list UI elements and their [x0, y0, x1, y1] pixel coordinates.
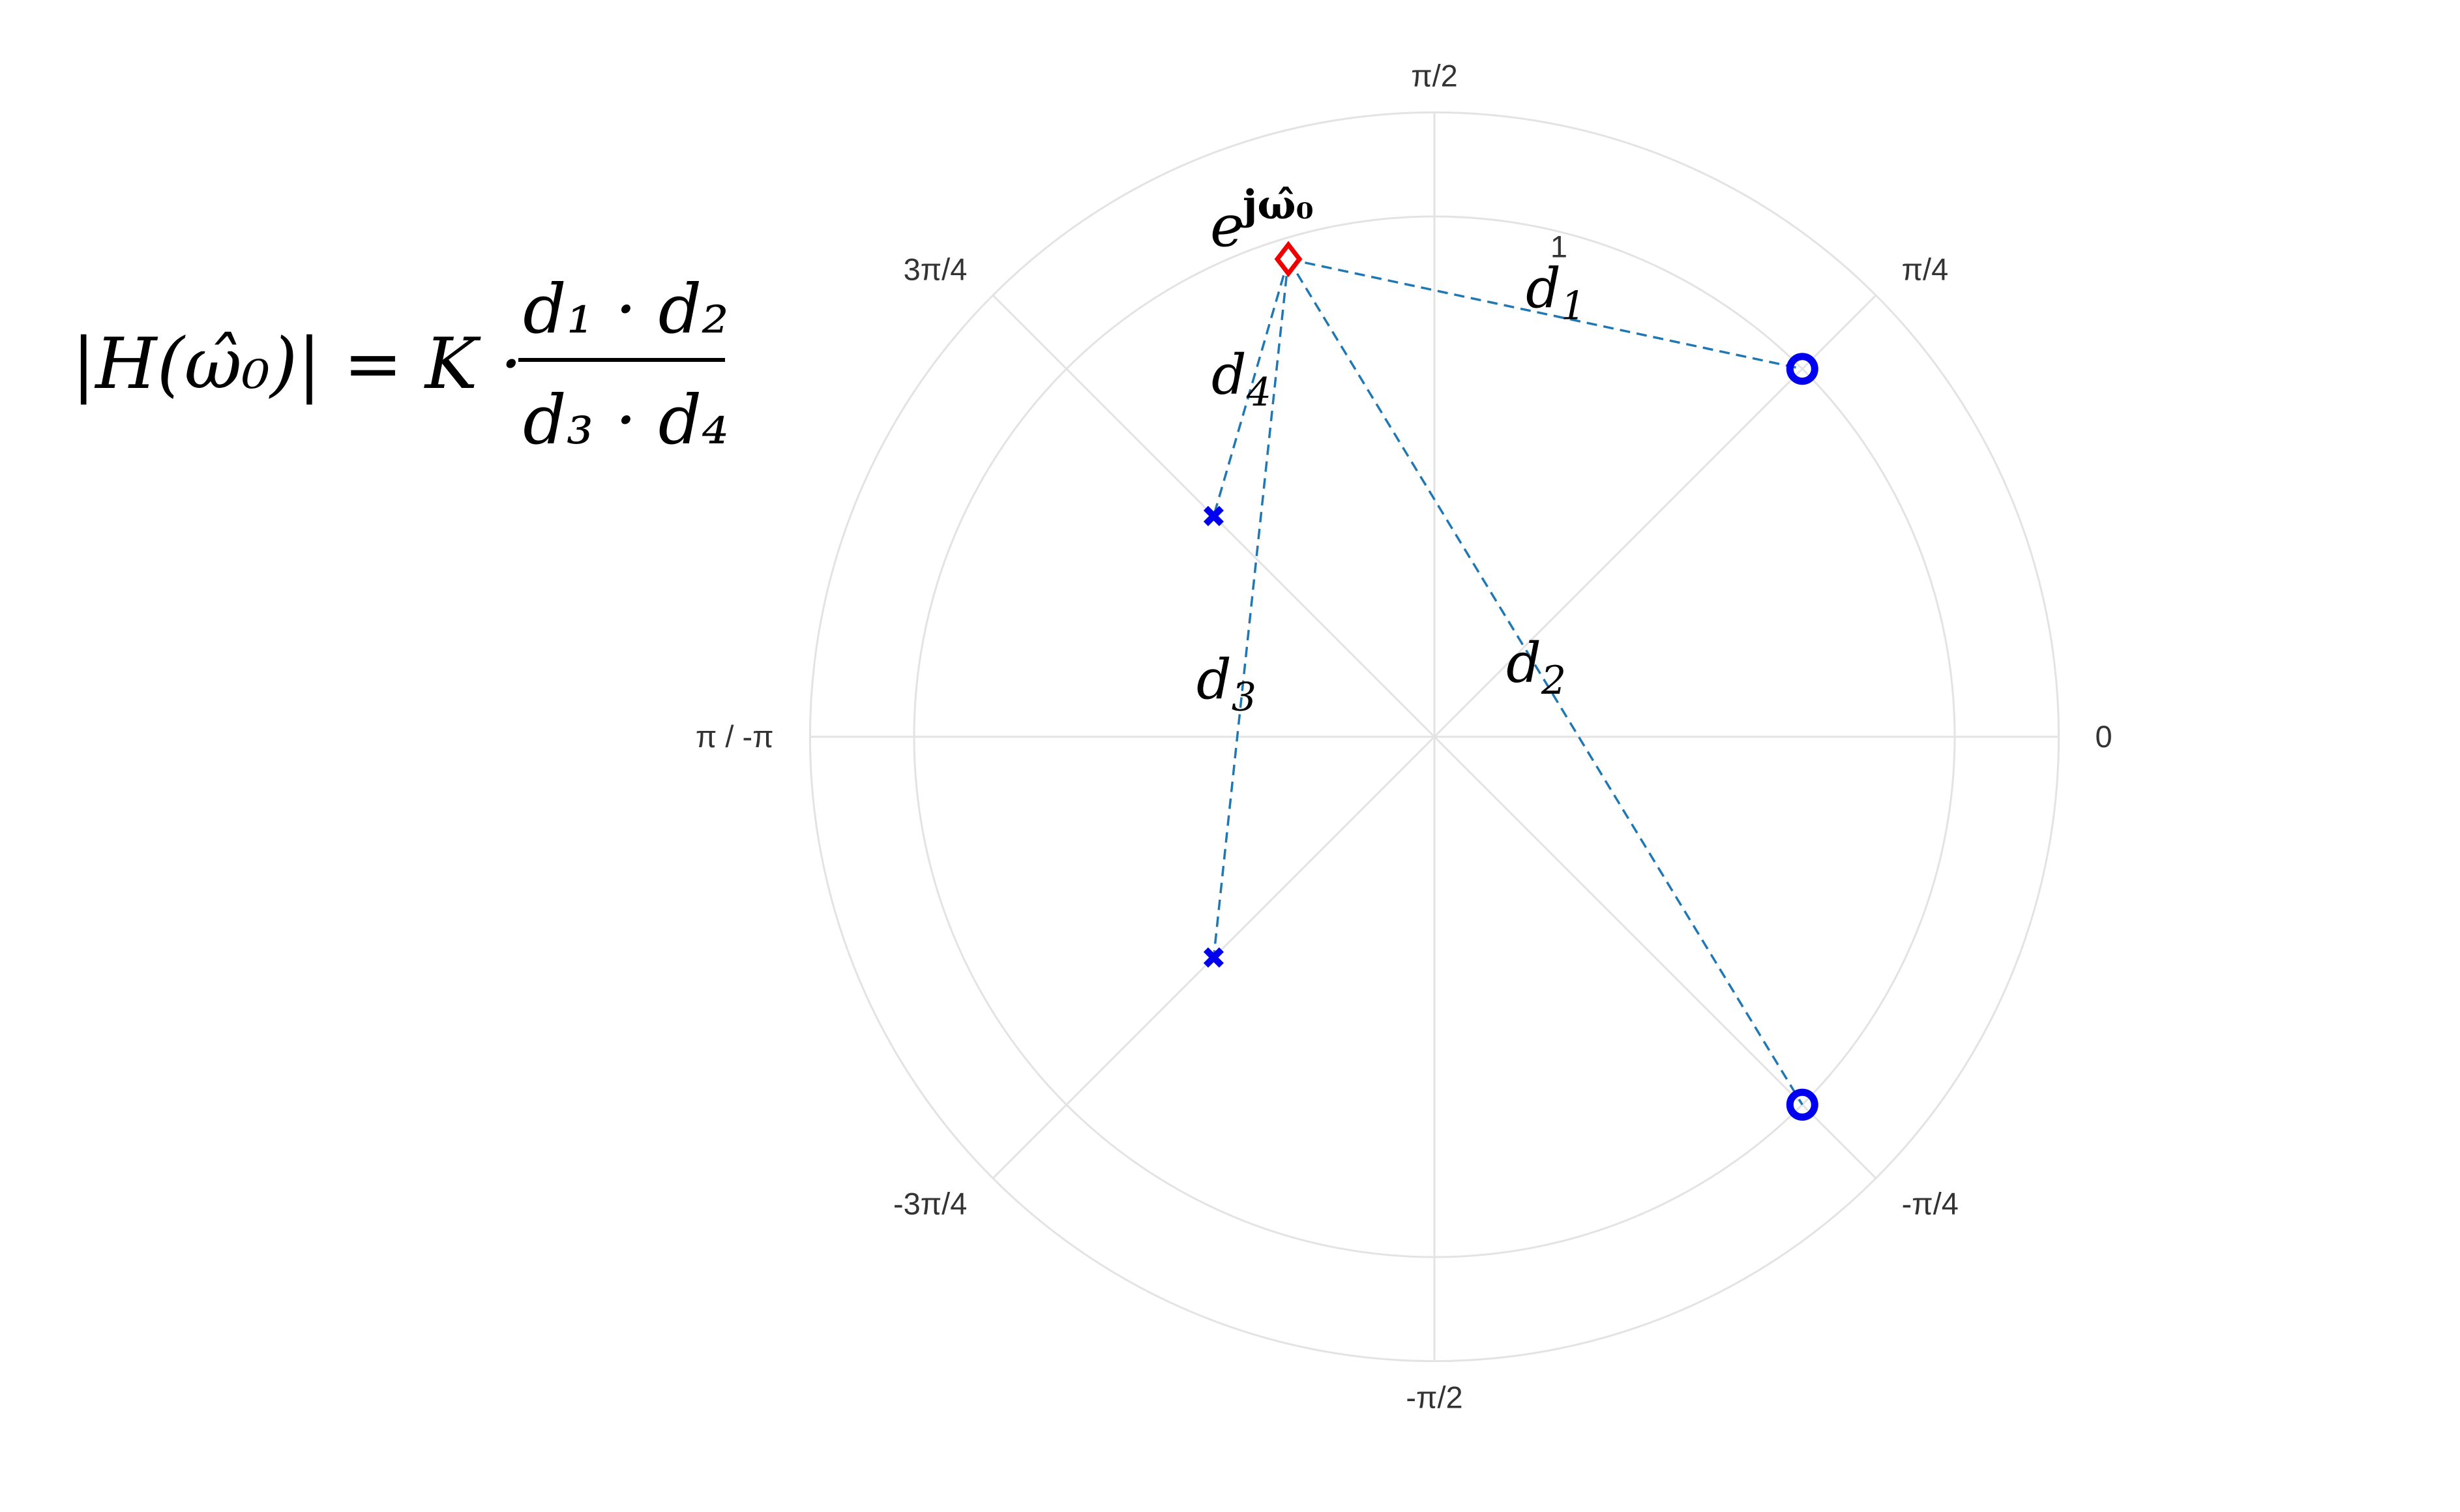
angle-tick-labels: 0 π/4 π/2 3π/4 π / -π -3π/4 -π/2 -π/4	[696, 59, 2112, 1415]
distance-line-4	[1212, 258, 1290, 516]
angle-label: -3π/4	[893, 1187, 967, 1221]
distance-line-2	[1287, 258, 1803, 1106]
distance-label-sub: 2	[1541, 658, 1566, 704]
distance-label-base: d	[1506, 631, 1541, 695]
distance-line-1	[1288, 258, 1803, 370]
pole-marker	[1203, 505, 1224, 526]
distance-label-base: d	[1526, 257, 1561, 321]
zero-marker	[1786, 1088, 1818, 1121]
pole-stroke	[1203, 947, 1224, 968]
distance-lines	[1212, 258, 1803, 1106]
angle-label: π/2	[1411, 59, 1458, 93]
distance-label-base: d	[1196, 648, 1232, 712]
pole-marker	[1203, 947, 1224, 968]
distance-label-base: d	[1211, 343, 1247, 407]
distance-label-sub: 3	[1232, 675, 1256, 720]
pole-stroke	[1203, 505, 1224, 526]
zero-marker	[1786, 353, 1818, 385]
distance-label-4: d4	[1211, 343, 1271, 415]
distance-label-2: d2	[1506, 631, 1566, 704]
angle-label: 0	[2095, 719, 2112, 754]
pole-zero-markers	[1203, 241, 1818, 1121]
eval-point-label: e jω̂₀	[1210, 181, 1314, 259]
formula-denominator: d₃ · d₄	[523, 380, 729, 460]
eval-point-label-exponent: jω̂₀	[1239, 181, 1314, 228]
eval-point-label-base: e	[1210, 192, 1244, 259]
angle-label: π / -π	[696, 719, 774, 754]
angle-label: -π/2	[1406, 1380, 1462, 1414]
distance-label-1: d1	[1526, 257, 1586, 329]
formula-numerator: d₁ · d₂	[523, 269, 729, 349]
magnitude-formula: |H(ω̂₀)| = K · d₁ · d₂ d₃ · d₄	[72, 269, 729, 460]
distance-label-sub: 1	[1561, 284, 1586, 329]
angle-label: 3π/4	[904, 252, 968, 286]
formula-lhs: |H(ω̂₀)| = K ·	[72, 323, 522, 405]
eval-point-marker	[1274, 241, 1303, 278]
distance-label-3: d3	[1196, 648, 1256, 720]
angle-label: π/4	[1902, 252, 1949, 286]
distance-label-sub: 4	[1246, 370, 1271, 415]
radial-tick-label: 1	[1550, 229, 1567, 263]
angle-label: -π/4	[1902, 1187, 1959, 1221]
polar-grid	[808, 111, 2060, 1363]
distance-line-3	[1212, 259, 1290, 958]
